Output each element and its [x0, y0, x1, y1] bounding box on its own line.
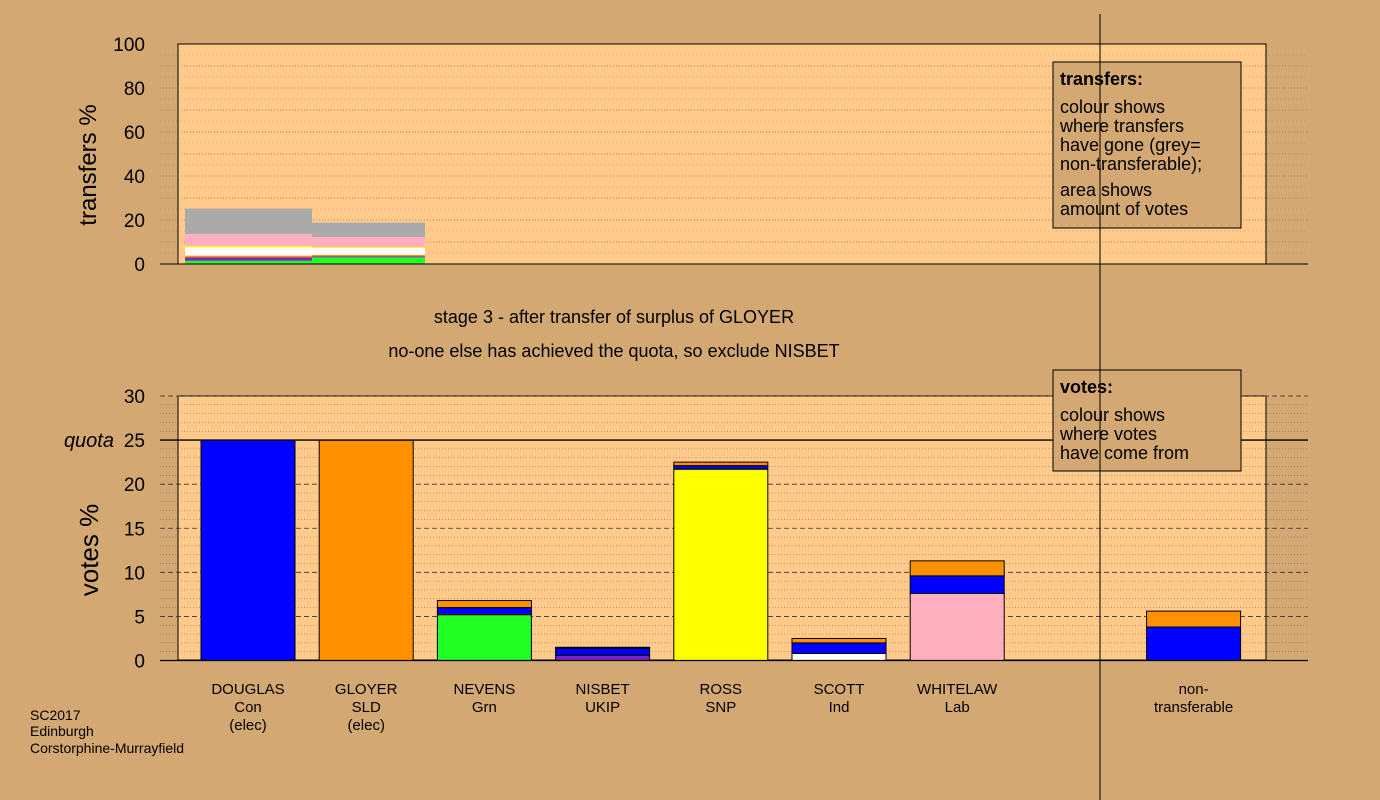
- transfers-legend-line: amount of votes: [1060, 199, 1188, 219]
- transfers-legend-box: [1052, 61, 1242, 229]
- transfers-y-tick-label: 100: [113, 35, 145, 56]
- votes-y-tick-label: 10: [124, 563, 145, 584]
- votes-bar-segment-con: [200, 439, 296, 662]
- votes-bar-segment-lab: [909, 592, 1005, 662]
- votes-y-tick-label: 20: [124, 475, 145, 496]
- footer-line: Edinburgh: [30, 723, 94, 739]
- votes-legend-line: where votes: [1059, 424, 1157, 444]
- quota-label: quota: [64, 430, 114, 452]
- transfers-y-ticks: 0 20 40 60 80 100: [113, 35, 145, 276]
- votes-bar-segment-con: [436, 607, 532, 616]
- transfers-bars: [185, 208, 425, 264]
- votes-bar-segment-con: [791, 642, 887, 654]
- candidate-name-label: SCOTT: [814, 681, 865, 698]
- votes-bar-segment-con: [1146, 626, 1242, 661]
- candidate-name-label: NEVENS: [454, 681, 516, 698]
- candidate-name-label: ROSS: [700, 681, 743, 698]
- candidate-party-label: transferable: [1154, 699, 1233, 716]
- votes-bar-segment-con: [555, 647, 651, 656]
- votes-y-tick-label: 0: [134, 652, 145, 673]
- votes-bar-segment-sld: [673, 461, 769, 467]
- votes-bar-segment-ind: [791, 652, 887, 661]
- transfers-legend-line: colour shows: [1060, 97, 1165, 117]
- votes-y-tick-label: 30: [124, 387, 145, 408]
- votes-bar-segment-sld: [318, 439, 414, 662]
- votes-legend: votes: colour shows where votes have com…: [1052, 369, 1242, 472]
- votes-bar-segment-sld: [1146, 610, 1242, 628]
- transfers-bar-segment-nontransferable: [185, 208, 312, 234]
- stage-title: stage 3 - after transfer of surplus of G…: [434, 307, 794, 327]
- transfers-bar-segment-ukip: [312, 256, 425, 258]
- transfers-bar-segment-sld: [185, 255, 312, 258]
- transfers-legend-line: non-transferable);: [1060, 154, 1202, 174]
- candidate-name-label: NISBET: [576, 681, 630, 698]
- votes-legend-box: [1052, 369, 1242, 472]
- votes-bar-segment-ukip: [555, 654, 651, 662]
- votes-bar-segment-sld: [909, 560, 1005, 577]
- transfers-bar-segment-ind: [185, 247, 312, 256]
- footer-line: SC2017: [30, 707, 81, 723]
- stage-subtitle: no-one else has achieved the quota, so e…: [388, 341, 839, 361]
- transfers-bar-segment-lab: [312, 236, 425, 247]
- votes-y-tick-label: 5: [134, 607, 145, 628]
- transfers-y-tick-label: 80: [124, 79, 145, 100]
- transfers-bar-segment-lab: [185, 233, 312, 246]
- transfers-legend-title: transfers:: [1060, 69, 1143, 89]
- footer-line: Corstorphine-Murrayfield: [30, 740, 184, 756]
- candidate-party-label: SNP: [705, 699, 736, 716]
- transfers-bar-segment-grn: [312, 257, 425, 264]
- transfers-bar-segment-ind: [312, 247, 425, 255]
- transfers-y-axis-label: transfers %: [75, 104, 102, 225]
- candidate-name-label: GLOYER: [335, 681, 398, 698]
- votes-y-ticks: 0 5 10 15 20 25 30: [124, 387, 145, 673]
- votes-x-tick-labels: DOUGLASCon(elec)GLOYERSLD(elec)NEVENSGrn…: [211, 681, 1233, 734]
- votes-legend-line: have come from: [1060, 443, 1189, 463]
- votes-bar-segment-grn: [436, 614, 532, 661]
- transfers-legend-line: area shows: [1060, 180, 1152, 200]
- votes-legend-title: votes:: [1060, 377, 1113, 397]
- candidate-name-label: WHITELAW: [917, 681, 998, 698]
- transfers-y-tick-label: 40: [124, 167, 145, 188]
- transfers-legend-line: have gone (grey=: [1060, 135, 1201, 155]
- candidate-party-label: Grn: [472, 699, 497, 716]
- transfers-y-tick-label: 60: [124, 123, 145, 144]
- transfers-legend-line: where transfers: [1059, 116, 1184, 136]
- candidate-party-label: Ind: [829, 699, 850, 716]
- votes-y-axis-label: votes %: [74, 504, 104, 597]
- transfers-bar-segment-sld: [312, 254, 425, 257]
- transfers-bar-segment-ukip: [185, 257, 312, 261]
- transfers-legend: transfers: colour shows where transfers …: [1052, 61, 1242, 229]
- candidate-party-label: Lab: [945, 699, 970, 716]
- votes-y-tick-label: 25: [124, 431, 145, 452]
- transfers-bar-segment-nontransferable: [312, 222, 425, 237]
- votes-bar-segment-con: [909, 575, 1005, 594]
- votes-legend-line: colour shows: [1060, 405, 1165, 425]
- transfers-y-tick-label: 20: [124, 211, 145, 232]
- votes-bar-segment-sld: [555, 646, 651, 649]
- votes-bars: [200, 439, 1242, 662]
- votes-bar-segment-snp: [673, 468, 769, 662]
- transfers-bar-segment-grn: [185, 260, 312, 264]
- candidate-status-label: (elec): [229, 717, 267, 734]
- votes-bar-segment-sld: [791, 637, 887, 644]
- candidate-status-label: (elec): [347, 717, 385, 734]
- candidate-party-label: UKIP: [585, 699, 620, 716]
- transfers-panel: 0 20 40 60 80 100 transfers % transfers: colo…: [75, 35, 1308, 276]
- transfers-y-tick-label: 0: [134, 255, 145, 276]
- votes-y-tick-label: 15: [124, 519, 145, 540]
- votes-bar-segment-sld: [436, 600, 532, 609]
- candidate-name-label: DOUGLAS: [211, 681, 284, 698]
- transfers-bar-segment-snp: [185, 245, 312, 248]
- candidate-name-label: non-: [1179, 681, 1209, 698]
- candidate-party-label: SLD: [352, 699, 381, 716]
- candidate-party-label: Con: [234, 699, 262, 716]
- votes-bar-segment-con: [673, 465, 769, 470]
- transfers-bar-segment-snp: [312, 246, 425, 248]
